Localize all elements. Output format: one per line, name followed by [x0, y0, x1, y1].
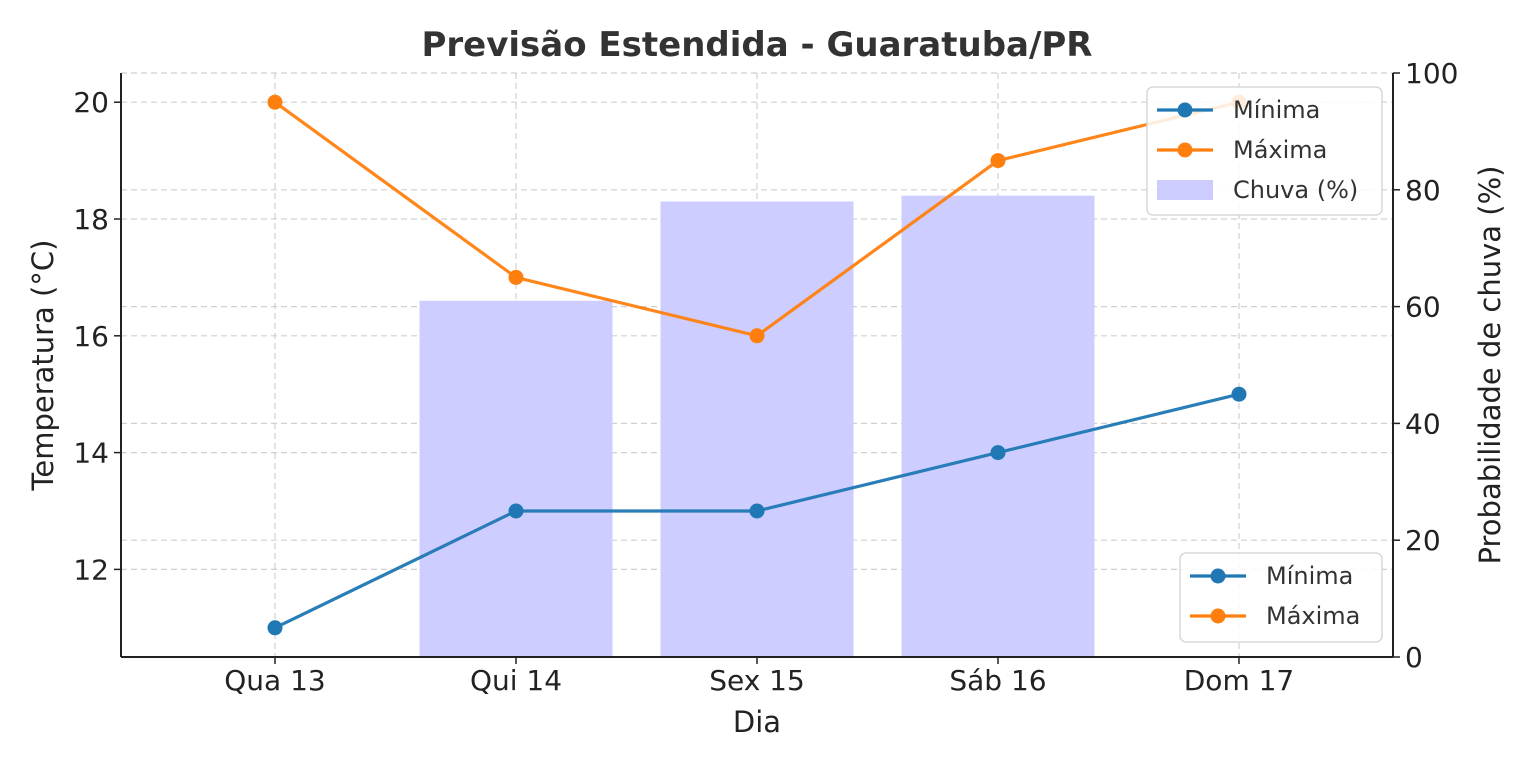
y-axis-label-left: Temperatura (°C) [26, 240, 60, 492]
x-tick-label: Qui 14 [470, 664, 562, 697]
legend-label: Máxima [1233, 136, 1327, 164]
x-axis-label: Dia [733, 705, 781, 739]
series-point [267, 620, 283, 636]
temperature-lines [267, 94, 1247, 636]
y-tick-label-right: 80 [1405, 174, 1441, 207]
rain-bar [419, 300, 613, 657]
y-tick-label-left: 14 [73, 437, 109, 470]
y-tick-label-right: 100 [1405, 57, 1458, 90]
y-tick-label-left: 18 [73, 203, 109, 236]
x-tick-label: Sáb 16 [949, 664, 1046, 697]
legend-swatch-bar [1157, 180, 1213, 200]
y-tick-label-right: 20 [1405, 524, 1441, 557]
series-point [508, 269, 524, 285]
series-point [749, 503, 765, 519]
legend-swatch-point [1210, 608, 1226, 624]
y-tick-label-right: 0 [1405, 641, 1423, 674]
x-tick-label: Dom 17 [1184, 664, 1295, 697]
legend-label: Máxima [1266, 602, 1360, 630]
series-point [1231, 386, 1247, 402]
legends: Mínima Máxima Chuva (%) Mínima Máxima [1146, 86, 1383, 643]
series-point [267, 94, 283, 110]
x-tick-label: Qua 13 [224, 664, 325, 697]
series-point [508, 503, 524, 519]
y-tick-label-left: 20 [73, 86, 109, 119]
legend-label: Mínima [1233, 96, 1320, 124]
rain-bar [660, 201, 854, 658]
rain-bars [419, 195, 1095, 658]
x-tick-labels: Qua 13 Qui 14 Sex 15 Sáb 16 Dom 17 [224, 657, 1294, 697]
y-tick-labels-right: 0 20 40 60 80 100 [1393, 57, 1458, 674]
legend-label: Chuva (%) [1233, 176, 1358, 204]
series-point [990, 153, 1006, 169]
y-tick-labels-left: 12 14 16 18 20 [73, 86, 121, 586]
y-tick-label-right: 40 [1405, 407, 1441, 440]
legend-label: Mínima [1266, 562, 1353, 590]
y-tick-label-left: 16 [73, 320, 109, 353]
legend-swatch-point [1177, 102, 1193, 118]
y-axis-label-right: Probabilidade de chuva (%) [1473, 166, 1507, 565]
chart-title: Previsão Estendida - Guaratuba/PR [421, 25, 1092, 65]
legend-swatch-point [1210, 568, 1226, 584]
legend-swatch-point [1177, 142, 1193, 158]
legend-bottom-right: Mínima Máxima [1179, 552, 1383, 643]
series-point [990, 445, 1006, 461]
legend-top-right: Mínima Máxima Chuva (%) [1146, 86, 1383, 216]
series-point [749, 328, 765, 344]
y-tick-label-left: 12 [73, 553, 109, 586]
y-tick-label-right: 60 [1405, 291, 1441, 324]
x-tick-label: Sex 15 [709, 664, 805, 697]
rain-bar [901, 195, 1095, 657]
